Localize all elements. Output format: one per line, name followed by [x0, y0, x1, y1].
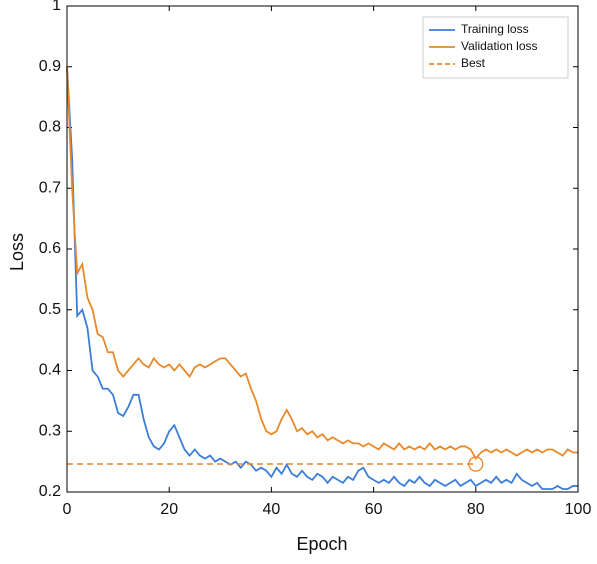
y-tick-label: 0.7: [39, 179, 61, 196]
y-tick-label: 0.8: [39, 119, 61, 136]
y-tick-label: 0.2: [39, 483, 61, 500]
x-axis-label: Epoch: [296, 534, 347, 554]
legend-label: Training loss: [461, 22, 529, 36]
line-series: [66, 66, 578, 490]
legend-label: Best: [461, 56, 486, 70]
x-tick-label: 80: [467, 501, 485, 518]
y-tick-label: 0.9: [39, 58, 61, 75]
legend: Training loss Validation loss Best: [422, 16, 569, 79]
legend-label: Validation loss: [461, 39, 538, 53]
line-series: [66, 66, 578, 461]
y-axis-label: Loss: [7, 233, 27, 271]
y-tick-label: 1: [52, 0, 61, 14]
best-marker: [468, 456, 484, 472]
y-tick-label: 0.6: [39, 240, 61, 257]
x-tick-label: 100: [565, 501, 592, 518]
y-tick-label: 0.5: [39, 301, 61, 318]
x-tick-label: 40: [263, 501, 281, 518]
y-tick-label: 0.3: [39, 422, 61, 439]
y-tick-label: 0.4: [39, 362, 61, 379]
x-tick-label: 60: [365, 501, 383, 518]
x-tick-label: 0: [63, 501, 72, 518]
plot-frame: [66, 5, 579, 493]
x-tick-label: 20: [160, 501, 178, 518]
